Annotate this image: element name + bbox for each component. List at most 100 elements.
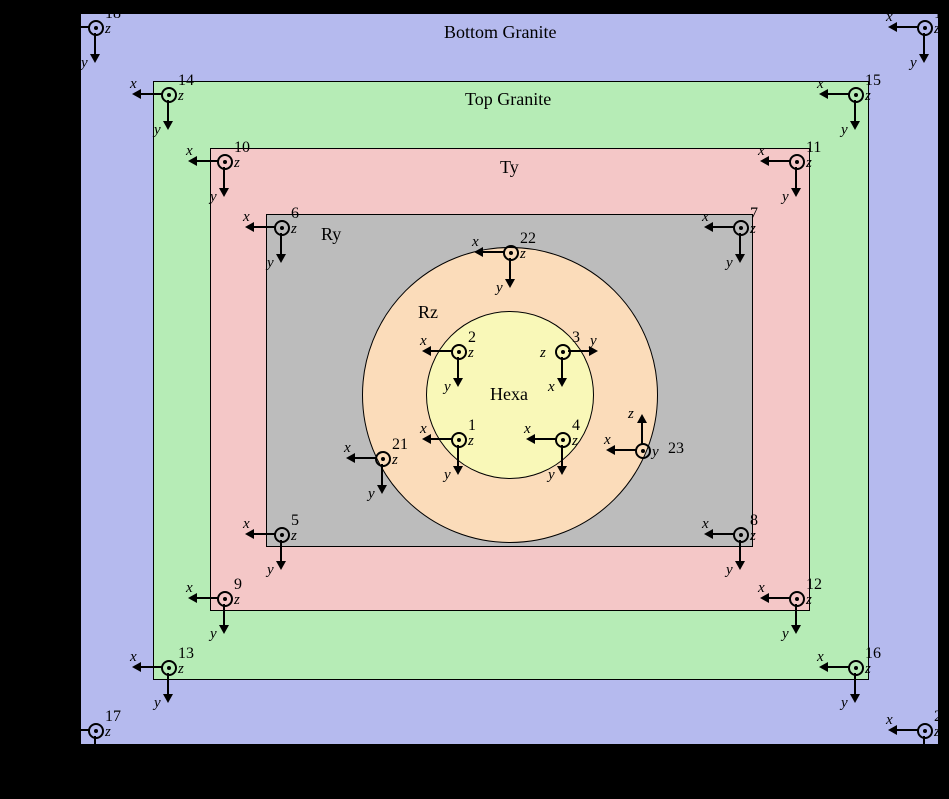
node-id-label: 23	[668, 440, 684, 458]
axis-label-z: z	[291, 221, 297, 238]
node-id-label: 22	[520, 230, 536, 248]
node-id-label: 2	[468, 329, 476, 347]
node-id-label: 8	[750, 512, 758, 530]
axis-arrow-y	[457, 357, 459, 379]
axis-label-y: y	[910, 55, 917, 72]
axis-label-y: y	[841, 122, 848, 139]
layer-label-ry: Ry	[321, 224, 341, 245]
axis-arrow-x	[827, 666, 849, 668]
node-id-label: 7	[750, 205, 758, 223]
axis-label-x: x	[420, 421, 427, 438]
axis-label-z: z	[468, 345, 474, 362]
origin-dot-icon	[789, 591, 805, 607]
axis-label-y: y	[782, 626, 789, 643]
origin-dot-icon	[555, 344, 571, 360]
axis-label-y: y	[496, 280, 503, 297]
origin-dot-icon	[375, 451, 391, 467]
axis-label-y: y	[841, 695, 848, 712]
axis-arrow-y	[568, 350, 590, 352]
origin-dot-icon	[917, 723, 933, 739]
axis-label-x: x	[472, 234, 479, 251]
diagram-canvas: Bottom GraniteTop GraniteTyRyRzHexaxyz1x…	[0, 0, 949, 799]
axis-arrow-x	[482, 251, 504, 253]
axis-label-x: x	[186, 143, 193, 160]
axis-arrow-y	[381, 464, 383, 486]
axis-arrow-y	[923, 736, 925, 758]
axis-arrow-y	[509, 258, 511, 280]
axis-label-x: x	[420, 333, 427, 350]
axis-label-y: y	[590, 333, 597, 350]
axis-label-x: x	[758, 143, 765, 160]
axis-arrow-y	[280, 540, 282, 562]
node-id-label: 4	[572, 417, 580, 435]
layer-label-ty: Ty	[500, 157, 519, 178]
origin-dot-icon	[733, 527, 749, 543]
axis-label-x: x	[57, 712, 64, 729]
layer-label-rz: Rz	[418, 302, 438, 323]
node-id-label: 21	[392, 436, 408, 454]
axis-label-x: x	[758, 580, 765, 597]
axis-arrow-x	[430, 350, 452, 352]
node-id-label: 16	[865, 645, 881, 663]
axis-arrow-x	[896, 26, 918, 28]
axis-label-y: y	[652, 444, 659, 461]
axis-arrow-x	[253, 226, 275, 228]
axis-arrow-x	[768, 160, 790, 162]
origin-dot-icon	[451, 432, 467, 448]
axis-arrow-y	[280, 233, 282, 255]
axis-label-y: y	[267, 562, 274, 579]
axis-label-y: y	[81, 55, 88, 72]
axis-arrow-y	[94, 33, 96, 55]
axis-arrow-y	[457, 445, 459, 467]
axis-label-z: z	[750, 528, 756, 545]
axis-arrow-x	[196, 160, 218, 162]
axis-label-x: x	[344, 440, 351, 457]
axis-arrow-x	[67, 26, 89, 28]
axis-label-y: y	[444, 379, 451, 396]
axis-label-z: z	[865, 88, 871, 105]
node-id-label: 12	[806, 576, 822, 594]
axis-label-y: y	[210, 626, 217, 643]
axis-label-x: x	[57, 9, 64, 26]
origin-dot-icon	[848, 87, 864, 103]
node-id-label: 18	[105, 5, 121, 23]
origin-dot-icon	[555, 432, 571, 448]
axis-label-z: z	[806, 155, 812, 172]
node-id-label: 20	[934, 708, 949, 726]
axis-label-z: z	[540, 345, 546, 362]
axis-arrow-x	[67, 729, 89, 731]
axis-label-z: z	[291, 528, 297, 545]
origin-dot-icon	[635, 443, 651, 459]
origin-dot-icon	[217, 591, 233, 607]
axis-label-x: x	[548, 379, 555, 396]
axis-label-y: y	[910, 758, 917, 775]
axis-label-y: y	[444, 467, 451, 484]
axis-label-z: z	[105, 724, 111, 741]
axis-label-x: x	[243, 209, 250, 226]
origin-dot-icon	[274, 527, 290, 543]
axis-arrow-y	[167, 100, 169, 122]
axis-label-z: z	[934, 21, 940, 38]
axis-arrow-y	[795, 604, 797, 626]
origin-dot-icon	[789, 154, 805, 170]
axis-label-y: y	[267, 255, 274, 272]
axis-label-x: x	[130, 76, 137, 93]
node-id-label: 5	[291, 512, 299, 530]
axis-label-y: y	[726, 255, 733, 272]
node-id-label: 14	[178, 72, 194, 90]
axis-label-z: z	[468, 433, 474, 450]
axis-label-z: z	[750, 221, 756, 238]
origin-dot-icon	[161, 87, 177, 103]
axis-arrow-z	[641, 422, 643, 444]
axis-label-y: y	[210, 189, 217, 206]
axis-label-y: y	[154, 695, 161, 712]
axis-arrow-x	[614, 449, 636, 451]
axis-label-z: z	[934, 724, 940, 741]
node-id-label: 13	[178, 645, 194, 663]
axis-arrow-y	[739, 540, 741, 562]
axis-label-z: z	[572, 433, 578, 450]
origin-dot-icon	[274, 220, 290, 236]
axis-arrow-x	[712, 533, 734, 535]
node-id-label: 6	[291, 205, 299, 223]
node-id-label: 15	[865, 72, 881, 90]
